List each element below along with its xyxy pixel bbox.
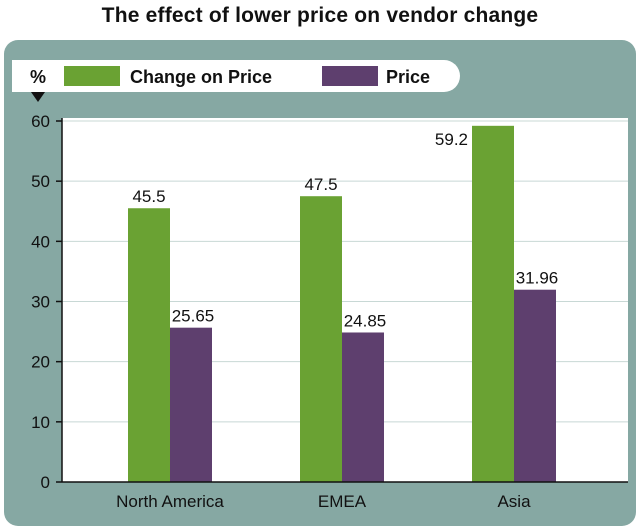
x-tick-label: Asia [497, 492, 531, 511]
data-label: 47.5 [304, 175, 337, 194]
y-tick-label: 50 [31, 172, 50, 191]
y-axis-label: % [30, 67, 46, 87]
bar [128, 208, 170, 482]
data-label: 31.96 [516, 269, 559, 288]
y-tick-label: 40 [31, 232, 50, 251]
bar [170, 327, 212, 482]
bar [514, 289, 556, 482]
x-tick-label: North America [116, 492, 224, 511]
legend-swatch-price [322, 66, 378, 86]
x-tick-label: EMEA [318, 492, 367, 511]
legend-label-price: Price [386, 67, 430, 87]
y-tick-label: 10 [31, 413, 50, 432]
legend-swatch-change-on-price [64, 66, 120, 86]
y-tick-label: 20 [31, 353, 50, 372]
legend-label-change-on-price: Change on Price [130, 67, 272, 87]
data-label: 24.85 [344, 311, 387, 330]
y-tick-label: 0 [41, 473, 50, 492]
bar [342, 332, 384, 482]
y-tick-label: 30 [31, 293, 50, 312]
data-label: 59.2 [435, 130, 468, 149]
bar [472, 125, 514, 483]
y-tick-label: 60 [31, 112, 50, 131]
bar [300, 196, 342, 483]
chart-title: The effect of lower price on vendor chan… [101, 4, 539, 27]
data-label: 25.65 [172, 307, 215, 326]
data-label: 45.5 [132, 187, 165, 206]
y-axis-arrow-icon [31, 92, 45, 102]
